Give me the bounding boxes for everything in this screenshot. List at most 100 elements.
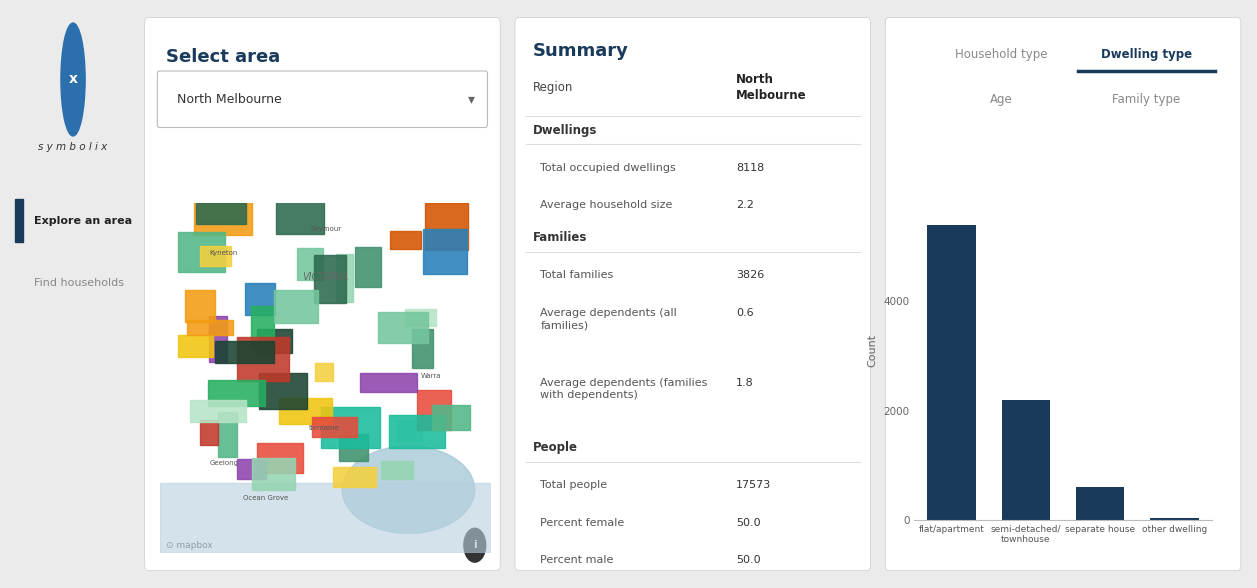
Bar [928, 225, 975, 520]
Bar [279, 397, 332, 425]
Text: tlemaine: tlemaine [309, 425, 339, 431]
Y-axis label: Count: Count [867, 334, 877, 367]
Bar [259, 373, 307, 409]
Bar [251, 458, 295, 490]
Bar [312, 417, 357, 437]
Bar [298, 248, 323, 280]
Bar [405, 309, 436, 326]
Bar [322, 407, 380, 449]
Bar [238, 459, 266, 479]
Bar [338, 435, 368, 461]
Bar [185, 290, 215, 322]
Bar [200, 420, 219, 445]
Text: Summary: Summary [533, 42, 628, 61]
Text: Ocean Grove: Ocean Grove [243, 495, 288, 501]
Text: 1.8: 1.8 [737, 377, 754, 387]
Text: s y m b o l i x: s y m b o l i x [39, 142, 108, 152]
Bar [258, 329, 293, 353]
Text: VICTORIA: VICTORIA [303, 272, 348, 282]
Text: Dwelling type: Dwelling type [1101, 48, 1192, 61]
Bar [391, 232, 421, 249]
Text: 50.0: 50.0 [737, 555, 760, 565]
Text: Percent male: Percent male [541, 555, 613, 565]
Bar [178, 232, 225, 272]
Bar [194, 192, 251, 235]
Text: Total families: Total families [541, 270, 613, 280]
Text: Warra: Warra [421, 373, 441, 379]
Text: Percent female: Percent female [541, 517, 625, 527]
Bar [236, 336, 289, 380]
Text: 17573: 17573 [737, 480, 772, 490]
Bar [397, 420, 421, 441]
Bar [417, 390, 451, 430]
Bar [215, 340, 274, 363]
Text: Find households: Find households [34, 278, 124, 288]
FancyBboxPatch shape [885, 18, 1241, 570]
Text: Select area: Select area [166, 48, 280, 66]
Text: 50.0: 50.0 [737, 517, 760, 527]
Bar [354, 248, 381, 287]
FancyBboxPatch shape [515, 18, 871, 570]
Text: Average dependents (all
families): Average dependents (all families) [541, 308, 678, 330]
Bar [360, 373, 416, 392]
Bar [217, 412, 236, 456]
Bar [196, 203, 246, 224]
Text: North Melbourne: North Melbourne [177, 93, 282, 106]
Bar [251, 306, 274, 348]
Text: Families: Families [533, 231, 587, 244]
Text: 8118: 8118 [737, 163, 764, 173]
Text: 0.6: 0.6 [737, 308, 754, 318]
Text: Kyneton: Kyneton [210, 250, 238, 256]
Text: x: x [69, 72, 78, 86]
Text: Dwellings: Dwellings [533, 124, 597, 137]
Bar [245, 282, 275, 315]
Text: Explore an area: Explore an area [34, 216, 132, 226]
Text: North
Melbourne: North Melbourne [737, 74, 807, 102]
Bar [258, 443, 303, 473]
Text: Family type: Family type [1112, 93, 1180, 106]
Bar [422, 229, 466, 274]
Circle shape [464, 528, 485, 562]
Text: 3826: 3826 [737, 270, 764, 280]
Bar [314, 255, 346, 303]
Text: Seymour: Seymour [310, 226, 341, 232]
Text: Region: Region [533, 82, 573, 95]
FancyBboxPatch shape [145, 18, 500, 570]
Bar [1076, 487, 1125, 520]
Bar [1002, 400, 1050, 520]
Bar [378, 312, 427, 343]
Bar [316, 363, 333, 380]
Bar [200, 246, 231, 266]
Text: Average household size: Average household size [541, 201, 672, 211]
Text: Household type: Household type [955, 48, 1047, 61]
Bar [411, 329, 434, 368]
Text: i: i [473, 540, 476, 550]
Bar [187, 320, 233, 335]
Bar [1150, 518, 1199, 520]
Bar [336, 254, 353, 302]
Bar [160, 483, 491, 553]
Bar [426, 203, 468, 250]
Text: Geelong: Geelong [210, 460, 239, 466]
Bar [15, 199, 24, 242]
Bar [209, 316, 226, 362]
Bar [190, 400, 246, 422]
Bar [390, 415, 445, 448]
Text: Total people: Total people [541, 480, 607, 490]
Text: 2.2: 2.2 [737, 201, 754, 211]
Bar [381, 462, 412, 479]
Text: ⊙ mapbox: ⊙ mapbox [166, 541, 214, 550]
Text: Total occupied dwellings: Total occupied dwellings [541, 163, 676, 173]
Text: ▾: ▾ [468, 92, 475, 106]
Text: People: People [533, 441, 578, 454]
Bar [209, 380, 265, 406]
Bar [333, 467, 376, 487]
FancyBboxPatch shape [157, 71, 488, 128]
Circle shape [60, 23, 85, 136]
Text: Age: Age [991, 93, 1013, 106]
Bar [274, 290, 318, 323]
Text: Average dependents (families
with dependents): Average dependents (families with depend… [541, 377, 708, 400]
Bar [275, 199, 324, 234]
Ellipse shape [342, 446, 475, 533]
Bar [178, 335, 212, 358]
